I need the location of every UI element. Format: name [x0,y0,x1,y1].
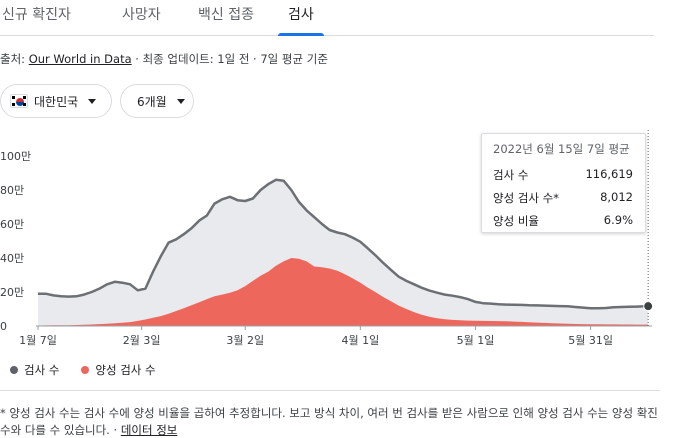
tab-bar: 신규 확진자 사망자 백신 접종 검사 [0,0,654,36]
region-dropdown-label: 대한민국 [34,94,79,109]
chart-svg: 0 20만 40만 60만 80만 100만 1월 7일 2월 3일 3월 2일 4월 1일 5월 … [0,130,654,347]
legend-dot-tests [10,366,18,374]
tab-new-cases-label: 신규 확진자 [2,7,71,23]
chevron-down-icon [176,98,185,104]
y-tick-label: 40만 [0,252,24,265]
x-tick-label: 5월 31일 [568,333,613,347]
y-tick-label: 80만 [0,184,24,197]
footnote: * 양성 검사 수는 검사 수에 양성 비율을 곱하여 추정합니다. 보고 방식… [0,405,660,438]
legend-item-tests: 검사 수 [10,362,59,378]
y-tick-label: 0 [0,320,7,333]
active-tab-indicator [278,33,324,36]
legend-item-positive: 양성 검사 수 [81,362,156,378]
tooltip-tests-label: 검사 수 [493,168,529,182]
y-tick-label: 60만 [0,218,24,231]
series-line-tests [38,178,649,310]
tab-testing-label: 검사 [288,7,314,23]
x-tick-label: 4월 1일 [341,333,379,347]
tab-testing[interactable]: 검사 [278,4,324,36]
tooltip-rate-value: 6.9% [603,213,633,227]
region-dropdown[interactable]: 대한민국 [0,84,112,118]
legend-label-tests: 검사 수 [24,363,60,377]
tab-new-cases[interactable]: 신규 확진자 [2,4,71,36]
tooltip-tests-value: 116,619 [585,167,633,181]
legend-label-positive: 양성 검사 수 [95,363,156,377]
x-tick-label: 1월 7일 [19,333,57,347]
footnote-text: * 양성 검사 수는 검사 수에 양성 비율을 곱하여 추정합니다. 보고 방식… [0,406,658,437]
tooltip-title: 2022년 6월 15일 7일 평균 [493,142,630,156]
x-tick-label: 5월 1일 [457,333,495,347]
legend-dot-positive [81,366,90,374]
tooltip-row-rate: 양성 비율 6.9% [493,213,633,229]
tab-deaths-label: 사망자 [122,7,161,23]
x-tick-label: 3월 2일 [226,333,264,347]
period-dropdown[interactable]: 6개월 [120,84,194,118]
series-area-positive [38,258,649,326]
data-info-link[interactable]: 데이터 정보 [120,423,178,437]
tooltip-positive-value: 8,012 [600,190,633,204]
testing-chart[interactable]: 0 20만 40만 60만 80만 100만 1월 7일 2월 3일 3월 2일 4월 1일 5월 … [0,130,660,350]
tab-vaccination[interactable]: 백신 접종 [198,4,254,36]
tooltip-row-positive: 양성 검사 수* 8,012 [493,190,633,206]
chart-tooltip: 2022년 6월 15일 7일 평균 검사 수 116,619 양성 검사 수*… [481,133,646,233]
y-tick-label: 20만 [0,286,24,299]
chart-legend: 검사 수 양성 검사 수 [0,362,178,378]
tab-deaths[interactable]: 사망자 [122,4,161,36]
tab-vaccination-label: 백신 접종 [198,7,254,23]
period-dropdown-label: 6개월 [137,94,167,109]
divider [0,390,660,391]
korea-flag-icon [10,94,28,108]
series-area-tests [38,179,649,326]
source-link[interactable]: Our World in Data [28,52,132,66]
source-suffix: · 최종 업데이트: 1일 전 · 7일 평균 기준 [131,52,328,66]
tooltip-positive-label: 양성 검사 수* [493,191,559,205]
y-tick-label: 100만 [0,150,31,163]
tooltip-row-tests: 검사 수 116,619 [493,167,633,183]
tooltip-rate-label: 양성 비율 [493,214,539,228]
hover-marker [643,301,654,312]
source-line: 출처: Our World in Data · 최종 업데이트: 1일 전 · … [0,51,328,67]
x-tick-label: 2월 3일 [123,333,161,347]
chevron-down-icon [88,98,97,104]
source-prefix: 출처: [0,52,29,66]
